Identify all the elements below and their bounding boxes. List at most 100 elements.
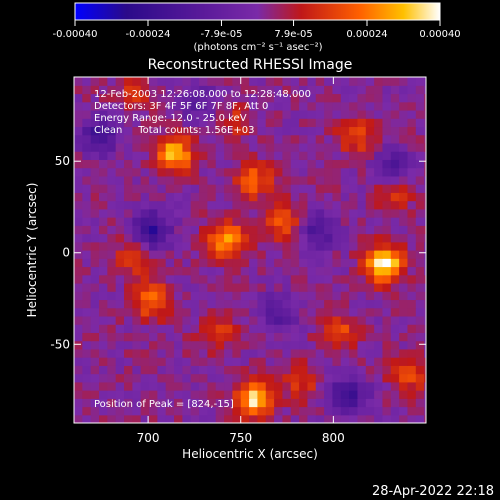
heatmap-cell xyxy=(182,365,192,375)
heatmap-cell xyxy=(315,175,325,185)
heatmap-cell xyxy=(107,390,117,399)
heatmap-cell xyxy=(415,324,425,333)
heatmap-cell xyxy=(82,406,92,416)
heatmap-cell xyxy=(182,348,192,358)
heatmap-cell xyxy=(265,373,275,383)
heatmap-cell xyxy=(82,208,92,218)
heatmap-cell xyxy=(224,225,233,235)
heatmap-cell xyxy=(90,217,100,226)
heatmap-cell xyxy=(390,208,400,218)
heatmap-cell xyxy=(299,357,309,366)
heatmap-cell xyxy=(149,159,158,169)
heatmap-cell xyxy=(365,348,375,358)
heatmap-cell xyxy=(149,390,158,399)
heatmap-cell xyxy=(82,274,92,284)
heatmap-cell xyxy=(265,291,275,301)
heatmap-cell xyxy=(257,414,267,423)
heatmap-cell xyxy=(424,175,426,185)
heatmap-cell xyxy=(140,398,150,408)
heatmap-cell xyxy=(182,233,192,243)
heatmap-cell xyxy=(299,109,309,119)
heatmap-cell xyxy=(424,93,426,103)
heatmap-cell xyxy=(257,101,267,111)
heatmap-cell xyxy=(349,101,359,111)
heatmap-cell xyxy=(290,406,300,416)
heatmap-cell xyxy=(240,77,250,86)
heatmap-cell xyxy=(407,241,417,251)
heatmap-cell xyxy=(424,109,426,119)
heatmap-cell xyxy=(365,241,375,251)
heatmap-cell xyxy=(165,175,175,185)
heatmap-cell xyxy=(165,381,175,391)
heatmap-cell xyxy=(399,126,409,136)
heatmap-cell xyxy=(149,142,158,152)
heatmap-cell xyxy=(107,109,117,119)
heatmap-cell xyxy=(357,365,367,375)
heatmap-cell xyxy=(340,200,350,210)
heatmap-cell xyxy=(257,241,267,251)
heatmap-cell xyxy=(340,225,350,235)
heatmap-cell xyxy=(140,225,150,235)
heatmap-cell xyxy=(107,381,117,391)
heatmap-cell xyxy=(315,184,325,193)
heatmap-cell xyxy=(399,365,409,375)
heatmap-cell xyxy=(399,134,409,144)
heatmap-cell xyxy=(224,373,233,383)
heatmap-cell xyxy=(357,381,367,391)
heatmap-cell xyxy=(157,381,167,391)
heatmap-cell xyxy=(115,184,125,193)
heatmap-cell xyxy=(157,167,167,177)
heatmap-cell xyxy=(115,348,125,358)
heatmap-cell xyxy=(290,365,300,375)
heatmap-cell xyxy=(282,373,292,383)
heatmap-cell xyxy=(115,406,125,416)
heatmap-cell xyxy=(132,291,142,301)
heatmap-cell xyxy=(149,109,158,119)
heatmap-cell xyxy=(190,307,200,317)
heatmap-cell xyxy=(274,250,284,259)
heatmap-cell xyxy=(149,340,158,350)
heatmap-cell xyxy=(82,192,92,202)
heatmap-cell xyxy=(324,126,334,136)
heatmap-cell xyxy=(282,241,292,251)
heatmap-cell xyxy=(282,365,292,375)
heatmap-cell xyxy=(174,381,183,391)
heatmap-cell xyxy=(99,390,108,399)
heatmap-cell xyxy=(74,225,83,235)
heatmap-cell xyxy=(132,258,142,268)
colorbar-tick-label: 0.00040 xyxy=(419,29,460,40)
heatmap-cell xyxy=(224,200,233,210)
heatmap-cell xyxy=(415,258,425,268)
heatmap-cell xyxy=(90,233,100,243)
heatmap-cell xyxy=(199,258,208,268)
heatmap-cell xyxy=(290,398,300,408)
heatmap-cell xyxy=(207,159,217,169)
heatmap-cell xyxy=(132,282,142,292)
heatmap-cell xyxy=(307,266,317,276)
heatmap-cell xyxy=(82,266,92,276)
heatmap-cell xyxy=(315,332,325,342)
heatmap-cell xyxy=(224,274,233,284)
heatmap-cell xyxy=(132,159,142,169)
heatmap-cell xyxy=(332,299,342,309)
heatmap-cell xyxy=(374,250,384,259)
heatmap-cell xyxy=(290,208,300,218)
heatmap-cell xyxy=(182,406,192,416)
heatmap-cell xyxy=(215,233,225,243)
heatmap-cell xyxy=(232,365,242,375)
heatmap-cell xyxy=(324,192,334,202)
heatmap-cell xyxy=(132,241,142,251)
heatmap-cell xyxy=(307,241,317,251)
heatmap-cell xyxy=(182,192,192,202)
heatmap-cell xyxy=(274,241,284,251)
heatmap-cell xyxy=(199,175,208,185)
heatmap-cell xyxy=(115,258,125,268)
heatmap-cell xyxy=(165,282,175,292)
heatmap-cell xyxy=(90,175,100,185)
heatmap-cell xyxy=(90,192,100,202)
heatmap-cell xyxy=(374,274,384,284)
heatmap-cell xyxy=(382,373,392,383)
heatmap-cell xyxy=(149,241,158,251)
heatmap-cell xyxy=(107,151,117,160)
heatmap-cell xyxy=(115,126,125,136)
